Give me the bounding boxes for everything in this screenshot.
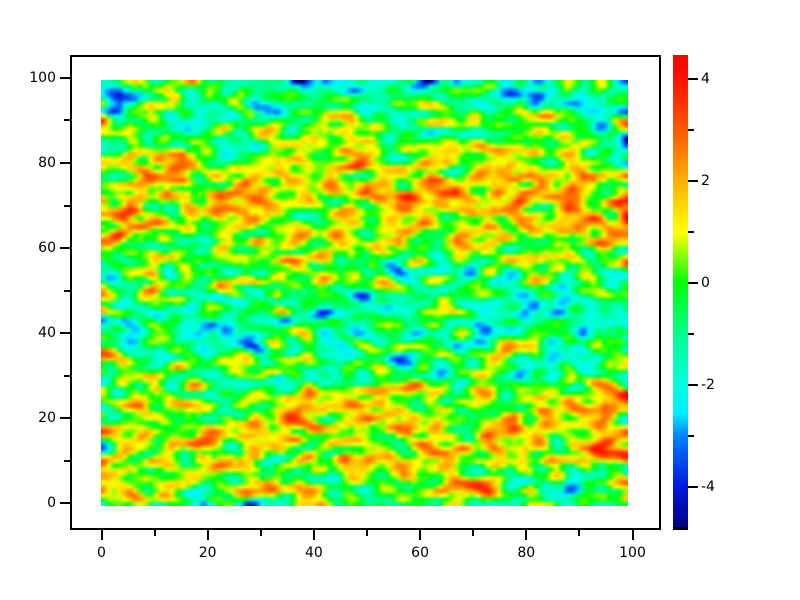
colorbar-minor-tick xyxy=(688,333,694,335)
x-minor-tick xyxy=(153,530,156,536)
colorbar-major-tick xyxy=(688,282,698,284)
x-tick-label: 20 xyxy=(198,545,217,561)
colorbar-end-cap xyxy=(673,527,688,530)
y-minor-tick xyxy=(64,459,70,462)
colorbar-tick-label: -4 xyxy=(701,479,715,495)
y-major-tick xyxy=(60,162,70,164)
x-major-tick xyxy=(525,530,528,540)
colorbar-tick-label: 0 xyxy=(701,275,710,291)
colorbar-major-tick xyxy=(688,78,698,80)
colorbar-major-tick xyxy=(688,180,698,182)
y-minor-tick xyxy=(64,119,70,122)
colorbar-tick-label: 4 xyxy=(701,71,710,87)
y-major-tick xyxy=(60,502,70,505)
x-major-tick xyxy=(419,530,422,540)
y-major-tick xyxy=(60,76,70,79)
y-tick-label: 100 xyxy=(29,69,56,86)
x-minor-tick xyxy=(578,530,581,536)
colorbar-major-tick xyxy=(688,486,698,488)
colorbar-minor-tick xyxy=(688,129,694,131)
y-minor-tick xyxy=(64,289,70,292)
y-tick-label: 0 xyxy=(47,495,56,512)
y-minor-tick xyxy=(64,374,70,377)
x-tick-label: 80 xyxy=(517,545,536,561)
y-tick-label: 60 xyxy=(38,240,56,257)
y-major-tick xyxy=(60,332,70,335)
x-major-tick xyxy=(100,530,103,540)
x-tick-label: 100 xyxy=(619,545,646,561)
y-minor-tick xyxy=(64,204,70,207)
x-major-tick xyxy=(312,530,315,540)
y-major-tick xyxy=(60,247,70,250)
y-tick-label: 80 xyxy=(38,155,56,171)
x-major-tick xyxy=(206,530,209,540)
colorbar-tick-label: 2 xyxy=(701,173,710,189)
y-tick-label: 20 xyxy=(38,410,56,427)
colorbar-minor-tick xyxy=(688,231,694,233)
x-major-tick xyxy=(631,530,634,540)
x-minor-tick xyxy=(366,530,368,536)
heatmap-canvas xyxy=(101,80,628,506)
y-tick-label: 40 xyxy=(38,325,56,342)
x-tick-label: 40 xyxy=(304,545,323,561)
colorbar-minor-tick xyxy=(688,435,694,437)
x-minor-tick xyxy=(259,530,262,536)
colorbar-gradient xyxy=(673,55,688,530)
x-minor-tick xyxy=(472,530,475,536)
x-tick-label: 0 xyxy=(97,545,106,561)
y-major-tick xyxy=(60,417,70,420)
x-tick-label: 60 xyxy=(411,545,429,561)
colorbar-tick-label: -2 xyxy=(701,377,715,393)
colorbar-major-tick xyxy=(688,384,698,386)
